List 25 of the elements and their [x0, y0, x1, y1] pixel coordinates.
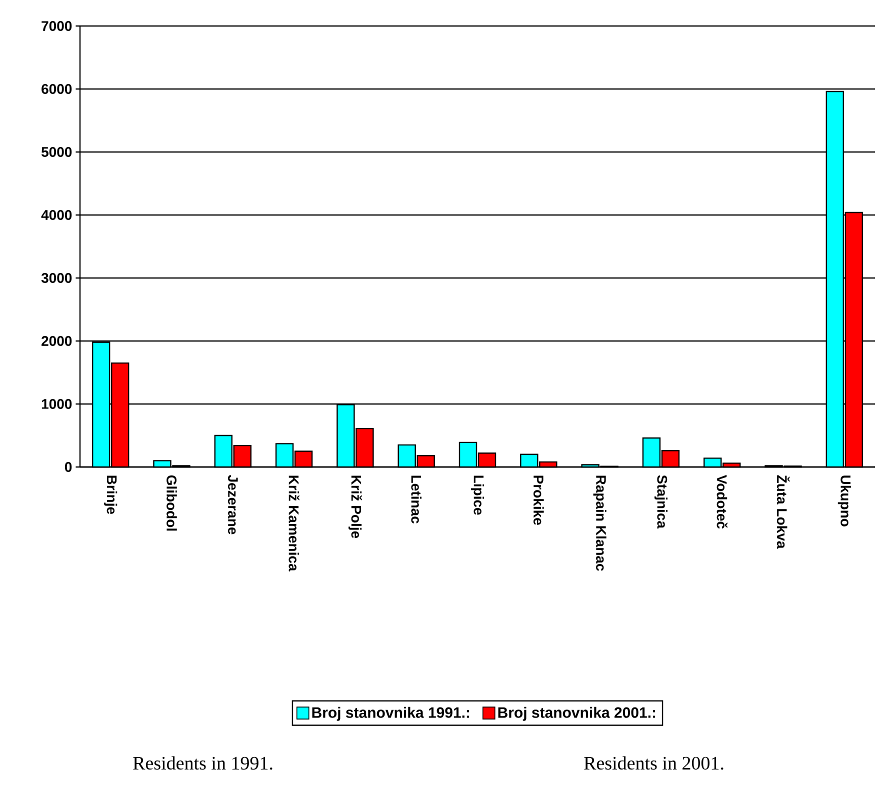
y-tick-label: 0 — [64, 462, 72, 472]
x-tick-label: Stajnica — [654, 475, 668, 529]
x-tick-label: Rapain Klanac — [593, 476, 606, 571]
x-tick-label: Lipice — [470, 476, 484, 515]
x-tick-label: Žuta Lokva — [776, 475, 790, 549]
x-tick-label: Ukupno — [838, 476, 851, 526]
y-tick-label: 3000 — [41, 273, 72, 283]
y-tick-label: 4000 — [41, 210, 72, 220]
x-tick-label: Jezerane — [228, 475, 238, 534]
y-tick-label: 7000 — [42, 21, 72, 31]
x-tick-label: Prokike — [534, 476, 544, 525]
x-tick-label: Letinac — [411, 476, 422, 524]
y-tick-label: 5000 — [41, 147, 72, 157]
legend-label: Broj stanovnika 1991.: — [312, 706, 470, 721]
y-tick-label: 1000 — [42, 399, 72, 409]
x-tick-label: Brinje — [104, 476, 118, 514]
x-tick-label: Križ Kamenica — [288, 476, 300, 572]
text: Residents in 1991. — [133, 756, 272, 770]
x-tick-label: Križ Polje — [348, 476, 362, 538]
y-tick-label: 2000 — [42, 336, 72, 346]
text: Residents in 2001. — [584, 756, 724, 770]
legend-label: Broj stanovnika 2001.: — [498, 706, 656, 721]
x-tick-label: Glibodol — [166, 475, 177, 531]
x-tick-label: Vodoteč — [716, 474, 728, 529]
y-tick-label: 6000 — [42, 84, 72, 94]
